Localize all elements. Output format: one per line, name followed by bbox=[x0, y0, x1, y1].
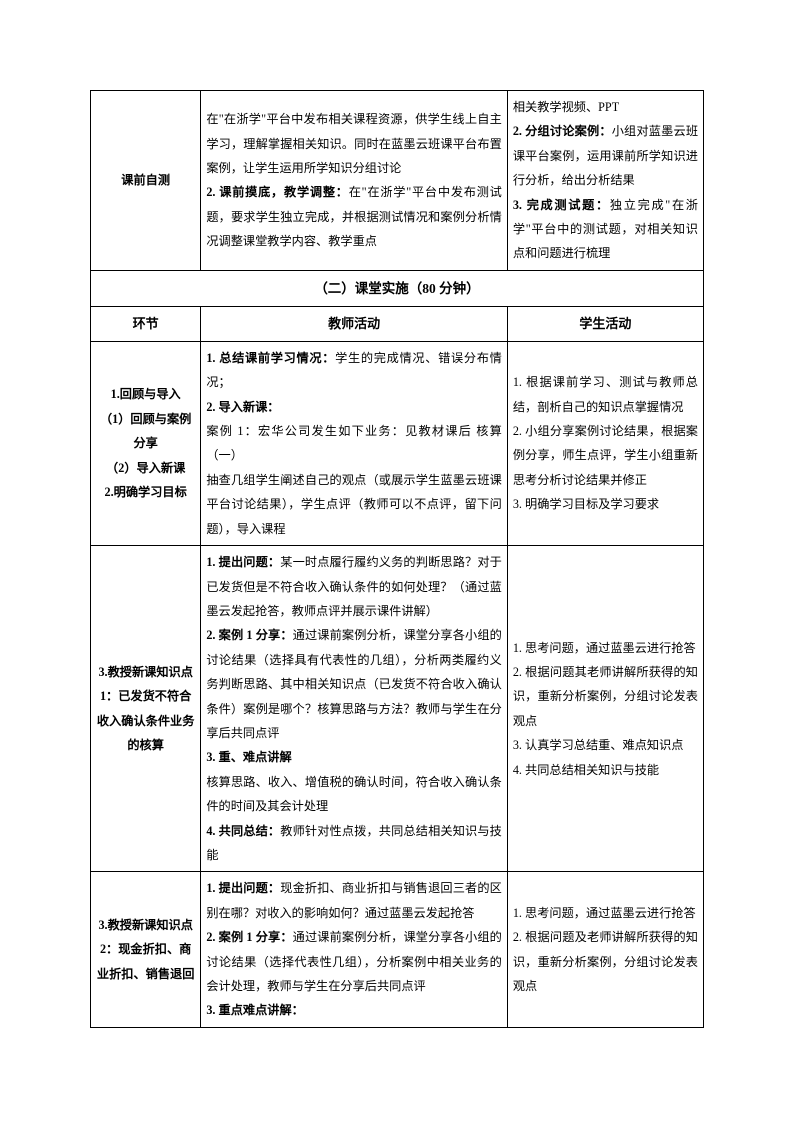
row-label: 1.回顾与导入（1）回顾与案例分享（2）导入新课2.明确学习目标 bbox=[91, 341, 201, 545]
teacher-activity-cell: 1. 提出问题：某一时点履行履约义务的判断思路？对于已发货但是不符合收入确认条件… bbox=[201, 546, 508, 872]
student-activity-cell: 相关教学视频、PPT2. 分组讨论案例：小组对蓝墨云班课平台案例，运用课前所学知… bbox=[507, 91, 703, 271]
row-label: 3.教授新课知识点 1：已发货不符合收入确认条件业务的核算 bbox=[91, 546, 201, 872]
table-row: 课前自测 在"在浙学"平台中发布相关课程资源，供学生线上自主学习，理解掌握相关知… bbox=[91, 91, 704, 271]
row-label: 3.教授新课知识点 2：现金折扣、商业折扣、销售退回 bbox=[91, 872, 201, 1027]
table-row: 3.教授新课知识点 1：已发货不符合收入确认条件业务的核算 1. 提出问题：某一… bbox=[91, 546, 704, 872]
row-label: 课前自测 bbox=[91, 91, 201, 271]
teacher-activity-cell: 1. 总结课前学习情况：学生的完成情况、错误分布情况；2. 导入新课：案例 1：… bbox=[201, 341, 508, 545]
section-header: （二）课堂实施（80 分钟） bbox=[91, 270, 704, 306]
student-activity-cell: 1. 思考问题，通过蓝墨云进行抢答2. 根据问题及老师讲解所获得的知识，重新分析… bbox=[507, 872, 703, 1027]
student-activity-cell: 1. 根据课前学习、测试与教师总结，剖析自己的知识点掌握情况2. 小组分享案例讨… bbox=[507, 341, 703, 545]
col-header-teacher: 教师活动 bbox=[201, 306, 508, 341]
col-header-student: 学生活动 bbox=[507, 306, 703, 341]
lesson-plan-table: 课前自测 在"在浙学"平台中发布相关课程资源，供学生线上自主学习，理解掌握相关知… bbox=[90, 90, 704, 1028]
section-header-row: （二）课堂实施（80 分钟） bbox=[91, 270, 704, 306]
col-header-stage: 环节 bbox=[91, 306, 201, 341]
column-header-row: 环节 教师活动 学生活动 bbox=[91, 306, 704, 341]
student-activity-cell: 1. 思考问题，通过蓝墨云进行抢答2. 根据问题其老师讲解所获得的知识，重新分析… bbox=[507, 546, 703, 872]
table-row: 1.回顾与导入（1）回顾与案例分享（2）导入新课2.明确学习目标 1. 总结课前… bbox=[91, 341, 704, 545]
teacher-activity-cell: 在"在浙学"平台中发布相关课程资源，供学生线上自主学习，理解掌握相关知识。同时在… bbox=[201, 91, 508, 271]
table-row: 3.教授新课知识点 2：现金折扣、商业折扣、销售退回 1. 提出问题：现金折扣、… bbox=[91, 872, 704, 1027]
teacher-activity-cell: 1. 提出问题：现金折扣、商业折扣与销售退回三者的区别在哪？对收入的影响如何？通… bbox=[201, 872, 508, 1027]
